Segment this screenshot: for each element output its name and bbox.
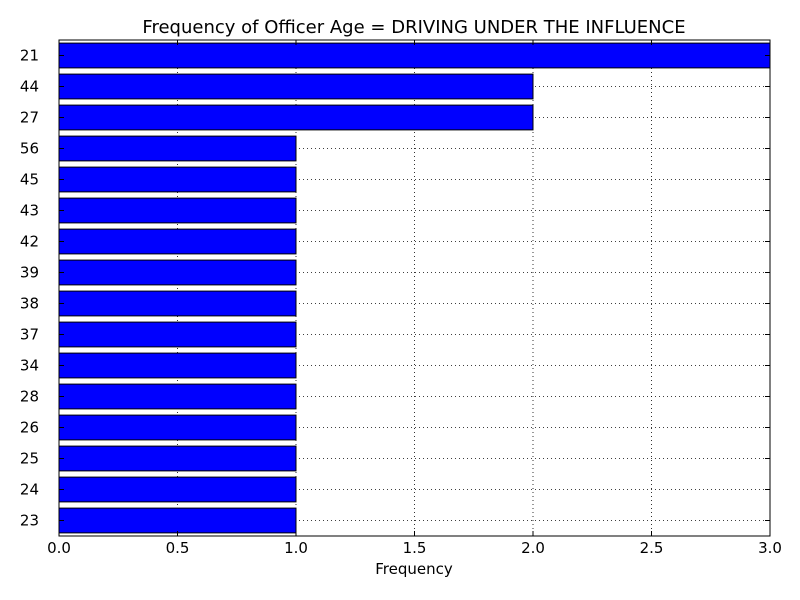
- bar-44: [58, 73, 534, 100]
- x-axis-label: Frequency: [375, 560, 453, 578]
- y-tick-label: 44: [20, 78, 39, 96]
- bars: [58, 42, 771, 534]
- chart-title: Frequency of Officer Age = DRIVING UNDER…: [142, 17, 685, 38]
- x-tick-label: 1.0: [284, 539, 308, 557]
- x-tick-label: 0.0: [47, 539, 71, 557]
- y-tick-label: 34: [20, 357, 39, 375]
- bar-27: [58, 104, 534, 131]
- y-tick-label: 42: [20, 233, 39, 251]
- y-tick-label: 38: [20, 295, 39, 313]
- x-tick-labels: 0.0 0.5 1.0 1.5 2.0 2.5 3.0: [47, 539, 782, 557]
- x-tick-label: 1.5: [403, 539, 427, 557]
- bar-37: [58, 321, 297, 348]
- y-tick-label: 56: [20, 140, 39, 158]
- bar-25: [58, 445, 297, 472]
- bar-39: [58, 259, 297, 286]
- y-tick-labels: 21 44 27 56 45 43 42 39 38 37 34 28 26 25 24 23: [20, 47, 39, 530]
- x-tick-label: 0.5: [166, 539, 190, 557]
- bar-42: [58, 228, 297, 255]
- x-tick-label: 3.0: [758, 539, 782, 557]
- y-tick-label: 27: [20, 109, 39, 127]
- y-tick-label: 28: [20, 388, 39, 406]
- bar-56: [58, 135, 297, 162]
- y-tick-label: 26: [20, 419, 39, 437]
- y-tick-label: 43: [20, 202, 39, 220]
- x-tick-label: 2.5: [640, 539, 664, 557]
- y-tick-label: 37: [20, 326, 39, 344]
- y-tick-label: 21: [20, 47, 39, 65]
- x-tick-label: 2.0: [521, 539, 545, 557]
- bar-45: [58, 166, 297, 193]
- bar-23: [58, 507, 297, 534]
- bar-43: [58, 197, 297, 224]
- y-tick-label: 39: [20, 264, 39, 282]
- bar-28: [58, 383, 297, 410]
- bar-24: [58, 476, 297, 503]
- bar-34: [58, 352, 297, 379]
- axis-ticks: [58, 40, 771, 536]
- y-tick-label: 23: [20, 512, 39, 530]
- y-tick-label: 25: [20, 450, 39, 468]
- y-tick-label: 45: [20, 171, 39, 189]
- bar-21: [58, 42, 771, 69]
- bar-38: [58, 290, 297, 317]
- bar-26: [58, 414, 297, 441]
- y-tick-label: 24: [20, 481, 39, 499]
